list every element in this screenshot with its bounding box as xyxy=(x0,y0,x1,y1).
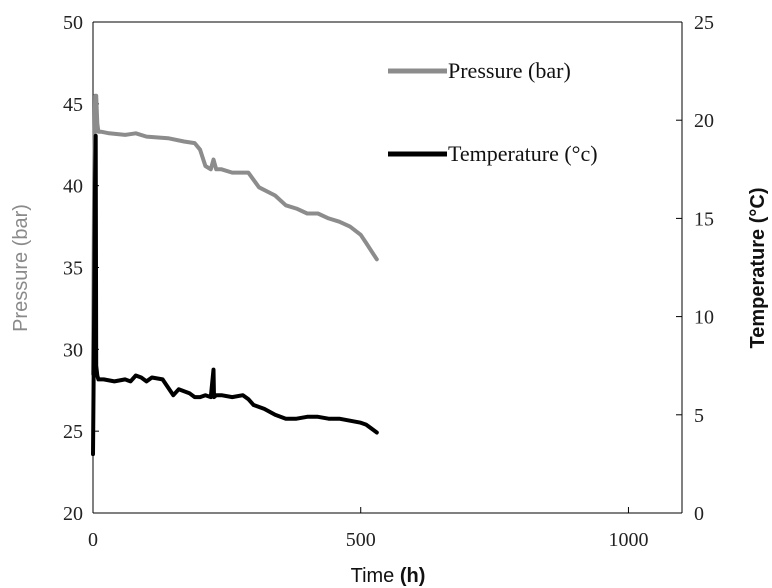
y-axis-right-label: Temperature (°C) xyxy=(747,188,769,349)
x-axis-label-text: Time xyxy=(351,565,395,587)
legend: Pressure (bar) Temperature (°c) xyxy=(388,58,598,166)
axes xyxy=(92,21,683,514)
x-axis-label: Time (h) xyxy=(351,565,426,587)
y-left-tick-label: 30 xyxy=(63,339,83,361)
y-right-tick-label: 10 xyxy=(694,307,714,329)
legend-label-temperature: Temperature (°c) xyxy=(448,141,598,166)
series-line-temperature xyxy=(91,133,379,457)
y-axis-left-label: Pressure (bar) xyxy=(10,204,32,332)
series-layer xyxy=(91,93,379,457)
y-left-tick-label: 50 xyxy=(63,12,83,34)
y-right-tick-label: 5 xyxy=(694,405,704,427)
y-right-tick-label: 25 xyxy=(694,12,714,34)
series-line-pressure xyxy=(91,93,379,376)
y-left-tick-label: 25 xyxy=(63,421,83,443)
y-right-tick-label: 15 xyxy=(694,208,714,230)
x-tick-label: 1000 xyxy=(608,529,648,551)
legend-label-pressure: Pressure (bar) xyxy=(448,58,571,83)
x-axis-label-unit: (h) xyxy=(400,565,426,587)
y-left-tick-label: 20 xyxy=(63,503,83,525)
x-tick-label: 500 xyxy=(346,529,376,551)
y-left-tick-label: 35 xyxy=(63,258,83,280)
y-right-tick-label: 0 xyxy=(694,503,704,525)
y-right-tick-label: 20 xyxy=(694,110,714,132)
y-left-tick-label: 45 xyxy=(63,94,83,116)
y-left-tick-label: 40 xyxy=(63,176,83,198)
x-tick-label: 0 xyxy=(88,529,98,551)
